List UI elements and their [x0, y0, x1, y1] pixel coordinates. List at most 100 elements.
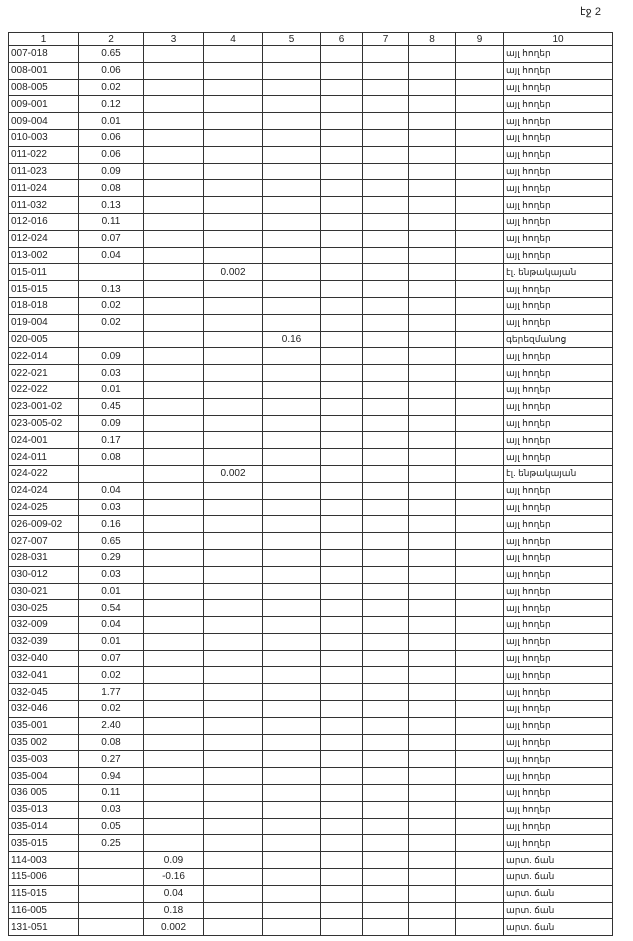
column-header: 4: [203, 32, 263, 46]
value-cell: [203, 632, 263, 651]
value-cell: [362, 817, 409, 836]
value-cell: [455, 280, 504, 298]
value-cell: [408, 683, 456, 702]
table-row: 030-012 0.03 այլ հողեր: [8, 565, 613, 584]
value-cell: [362, 918, 409, 937]
value-cell: [143, 330, 204, 349]
parcel-code-cell: 022-021: [8, 364, 79, 382]
value-cell: [455, 296, 504, 315]
parcel-code-cell: 024-001: [8, 431, 79, 450]
table-row: 015-015 0.13 այլ հողեր: [8, 280, 613, 298]
land-type-cell: այլ հողեր: [503, 397, 613, 416]
value-cell: [203, 750, 263, 769]
value-cell: [262, 498, 321, 517]
value-cell: 0.25: [78, 834, 144, 853]
value-cell: [362, 397, 409, 416]
parcel-code-cell: 013-002: [8, 246, 79, 265]
value-cell: [455, 78, 504, 97]
table-row: 008-005 0.02 այլ հողեր: [8, 78, 613, 97]
value-cell: [455, 179, 504, 198]
value-cell: [362, 431, 409, 450]
value-cell: [203, 767, 263, 786]
value-cell: [262, 817, 321, 836]
parcel-code-cell: 035-013: [8, 800, 79, 819]
value-cell: [408, 296, 456, 315]
parcel-code-cell: 008-005: [8, 78, 79, 97]
land-type-cell: այլ հողեր: [503, 145, 613, 164]
table-row: 032-045 1.77 այլ հողեր: [8, 683, 613, 702]
value-cell: 0.09: [143, 851, 204, 870]
value-cell: [203, 649, 263, 668]
value-cell: [203, 380, 263, 399]
value-cell: [408, 632, 456, 651]
table-row: 115-015 0.04 արտ. ճան: [8, 884, 613, 903]
value-cell: [408, 78, 456, 97]
value-cell: [262, 700, 321, 718]
table-row: 007-018 0.65 այլ հողեր: [8, 45, 613, 63]
value-cell: [455, 347, 504, 366]
value-cell: [455, 162, 504, 181]
value-cell: [320, 397, 363, 416]
value-cell: [408, 918, 456, 937]
table-row: 010-003 0.06 այլ հողեր: [8, 128, 613, 147]
value-cell: [362, 330, 409, 349]
value-cell: [455, 95, 504, 114]
value-cell: [320, 918, 363, 937]
value-cell: [408, 901, 456, 920]
value-cell: [362, 582, 409, 601]
value-cell: [408, 750, 456, 769]
table-row: 012-016 0.11 այլ հողեր: [8, 212, 613, 231]
value-cell: [143, 431, 204, 450]
value-cell: [143, 817, 204, 836]
value-cell: [262, 212, 321, 231]
parcel-code-cell: 007-018: [8, 45, 79, 63]
value-cell: [408, 145, 456, 164]
value-cell: [362, 263, 409, 282]
value-cell: [455, 380, 504, 399]
value-cell: [143, 128, 204, 147]
value-cell: [78, 464, 144, 483]
table-row: 023-005-02 0.09 այլ հողեր: [8, 414, 613, 433]
table-row: 020-005 0.16 գերեզմանոց: [8, 330, 613, 349]
value-cell: 0.45: [78, 397, 144, 416]
parcel-code-cell: 114-003: [8, 851, 79, 870]
value-cell: [203, 212, 263, 231]
value-cell: [408, 414, 456, 433]
table-row: 022-014 0.09 այլ հողեր: [8, 347, 613, 366]
value-cell: [362, 364, 409, 382]
value-cell: [408, 817, 456, 836]
table-row: 009-001 0.12 այլ հողեր: [8, 95, 613, 114]
value-cell: [320, 532, 363, 550]
value-cell: [362, 700, 409, 718]
value-cell: [362, 280, 409, 298]
value-cell: [455, 414, 504, 433]
value-cell: [455, 683, 504, 702]
table-row: 024-011 0.08 այլ հողեր: [8, 448, 613, 466]
parcel-code-cell: 035-001: [8, 716, 79, 735]
land-type-cell: այլ հողեր: [503, 95, 613, 114]
parcel-code-cell: 035-014: [8, 817, 79, 836]
land-type-cell: արտ. ճան: [503, 918, 613, 937]
value-cell: [262, 347, 321, 366]
land-type-cell: այլ հողեր: [503, 599, 613, 618]
value-cell: 0.06: [78, 145, 144, 164]
value-cell: [262, 78, 321, 97]
value-cell: [143, 78, 204, 97]
value-cell: [262, 61, 321, 80]
table-row: 024-001 0.17 այլ հողեր: [8, 431, 613, 450]
value-cell: [262, 515, 321, 534]
value-cell: [408, 784, 456, 802]
value-cell: [362, 666, 409, 685]
land-type-cell: այլ հողեր: [503, 229, 613, 248]
value-cell: [143, 347, 204, 366]
parcel-code-cell: 022-022: [8, 380, 79, 399]
value-cell: [262, 162, 321, 181]
value-cell: 0.11: [78, 784, 144, 802]
value-cell: [362, 616, 409, 634]
column-header: 10: [503, 32, 613, 46]
value-cell: [362, 733, 409, 752]
value-cell: [320, 431, 363, 450]
land-type-cell: այլ հողեր: [503, 112, 613, 130]
parcel-code-cell: 024-025: [8, 498, 79, 517]
value-cell: 0.002: [143, 918, 204, 937]
